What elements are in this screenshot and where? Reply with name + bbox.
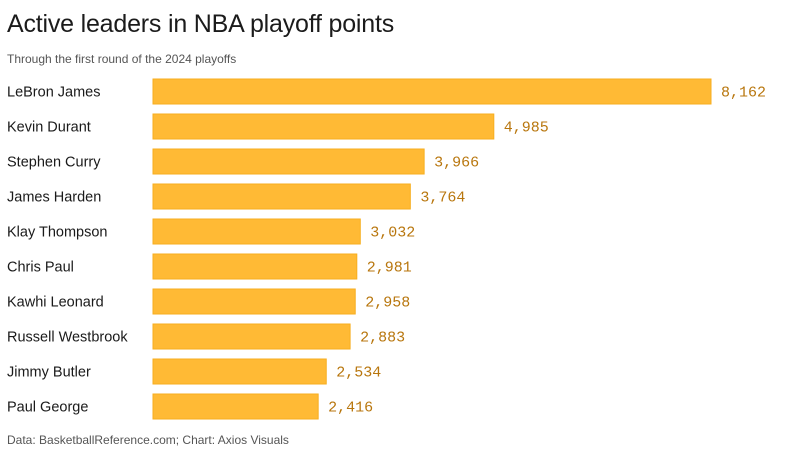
bar-row: Klay Thompson 3,032 [7, 218, 415, 245]
category-label: Klay Thompson [7, 225, 107, 241]
category-label: James Harden [7, 190, 101, 206]
bar-row: James Harden 3,764 [7, 183, 465, 210]
category-label: Stephen Curry [7, 155, 101, 171]
chart-title: Active leaders in NBA playoff points [7, 10, 395, 38]
bar-row: Russell Westbrook 2,883 [7, 323, 405, 350]
bar [152, 253, 358, 280]
bar [152, 113, 495, 140]
bar-row: Stephen Curry 3,966 [7, 148, 479, 175]
value-label: 4,985 [504, 120, 549, 137]
value-label: 2,958 [365, 295, 410, 312]
category-label: Jimmy Butler [7, 365, 91, 381]
bar-row: Paul George 2,416 [7, 393, 373, 420]
category-label: Kevin Durant [7, 120, 91, 136]
category-label: Chris Paul [7, 260, 74, 276]
bar [152, 393, 319, 420]
bar [152, 148, 425, 175]
source-note: Data: BasketballReference.com; Chart: Ax… [7, 433, 289, 447]
bar [152, 183, 411, 210]
bar-row: Kevin Durant 4,985 [7, 113, 549, 140]
value-label: 8,162 [721, 85, 766, 102]
value-label: 3,966 [434, 155, 479, 172]
bar-row: Kawhi Leonard 2,958 [7, 288, 410, 315]
value-label: 2,416 [328, 400, 373, 417]
category-label: LeBron James [7, 85, 101, 101]
bar [152, 288, 356, 315]
bar-row: LeBron James 8,162 [7, 78, 766, 105]
chart-subtitle: Through the first round of the 2024 play… [7, 52, 237, 66]
value-label: 3,764 [420, 190, 465, 207]
value-label: 2,981 [367, 260, 412, 277]
bar-row: Chris Paul 2,981 [7, 253, 412, 280]
value-label: 3,032 [370, 225, 415, 242]
category-label: Russell Westbrook [7, 330, 128, 346]
bar [152, 78, 712, 105]
value-label: 2,534 [336, 365, 381, 382]
bar [152, 358, 327, 385]
category-label: Paul George [7, 400, 88, 416]
bar [152, 323, 351, 350]
value-label: 2,883 [360, 330, 405, 347]
category-label: Kawhi Leonard [7, 295, 104, 311]
bar [152, 218, 361, 245]
bar-row: Jimmy Butler 2,534 [7, 358, 381, 385]
